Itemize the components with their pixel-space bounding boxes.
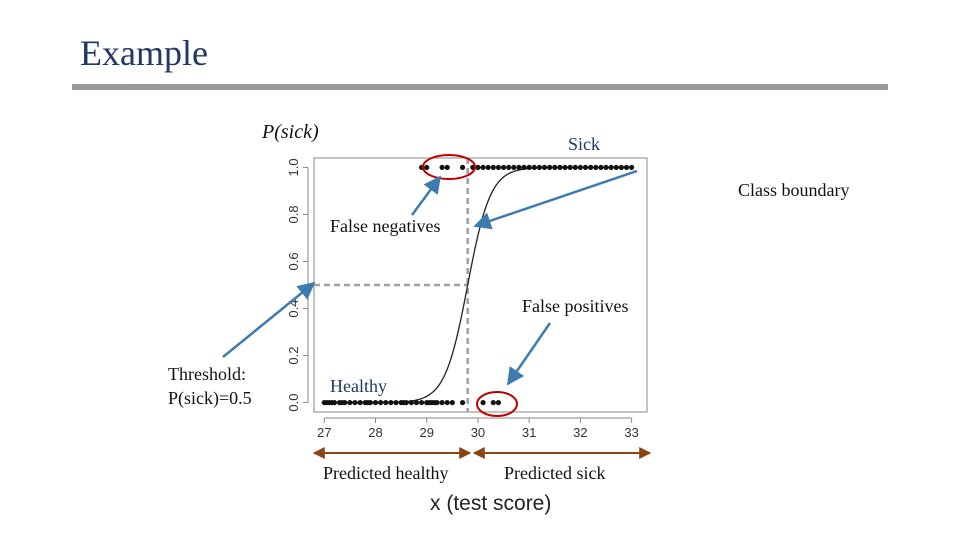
x-tick-label: 28 [368, 425, 382, 440]
title-rule [72, 84, 888, 90]
sick-point [480, 164, 486, 171]
sick-point [618, 164, 624, 171]
sick-point [577, 164, 584, 171]
false-negatives-arrow [410, 175, 442, 216]
healthy-point [490, 399, 496, 406]
healthy-point [413, 399, 420, 406]
x-tick-label: 27 [317, 425, 331, 440]
predicted-healthy-label: Predicted healthy [323, 463, 448, 483]
y-tick-label: 0.4 [286, 299, 301, 317]
healthy-point [418, 399, 425, 406]
sick-point [424, 164, 430, 171]
sick-point [536, 164, 543, 171]
healthy-point [439, 399, 445, 406]
sick-point [567, 164, 573, 171]
x-tick-label: 30 [471, 425, 485, 440]
healthy-point [449, 399, 455, 406]
x-tick-label: 33 [624, 425, 638, 440]
plot-frame [313, 157, 648, 413]
slide-title: Example [80, 33, 208, 73]
x-axis: 27 28 29 30 31 32 33 [317, 417, 639, 440]
false-negatives-label: False negatives [330, 216, 440, 236]
y-axis-title: P(sick) [261, 121, 319, 143]
healthy-point [434, 399, 440, 406]
class-boundary-arrow [473, 169, 638, 230]
healthy-point [383, 399, 389, 406]
sick-point [459, 164, 466, 171]
healthy-label: Healthy [330, 376, 387, 396]
sick-point [506, 164, 512, 171]
healthy-point [372, 399, 379, 406]
predicted-sick-label: Predicted sick [504, 463, 605, 483]
sick-point [598, 164, 604, 171]
false-positives-label: False positives [522, 296, 629, 316]
sick-point [547, 164, 553, 171]
sick-point [541, 164, 548, 171]
sick-point [495, 164, 502, 171]
threshold-arrow [222, 281, 316, 358]
sick-point [531, 164, 537, 171]
logistic-curve [324, 166, 632, 404]
y-tick-label: 0.2 [286, 347, 301, 365]
sick-point [588, 164, 594, 171]
sick-point [593, 164, 599, 171]
healthy-point [388, 399, 394, 406]
false-positives-circle [476, 391, 518, 417]
sick-point [490, 164, 496, 171]
sick-point [613, 164, 619, 171]
x-tick-label: 32 [573, 425, 587, 440]
sick-point [552, 164, 558, 171]
threshold-label-line2: P(sick)=0.5 [168, 388, 252, 409]
sick-point [603, 164, 609, 171]
healthy-point [357, 399, 363, 406]
sick-point [557, 164, 563, 171]
healthy-point [378, 399, 384, 406]
sick-point [623, 164, 630, 171]
healthy-point [347, 399, 353, 406]
healthy-point [444, 399, 450, 406]
x-axis-title: x (test score) [430, 492, 551, 515]
x-tick-label: 31 [522, 425, 536, 440]
y-tick-label: 1.0 [286, 158, 301, 176]
threshold-label-line1: Threshold: [168, 364, 246, 384]
class-boundary-label: Class boundary [738, 180, 850, 200]
sick-point [521, 164, 527, 171]
sick-point [500, 164, 507, 171]
healthy-point [459, 399, 466, 406]
x-tick-label: 29 [419, 425, 433, 440]
data-points [321, 164, 635, 406]
sick-point [582, 164, 589, 171]
healthy-point [331, 399, 338, 406]
y-tick-label: 0.6 [286, 252, 301, 270]
sick-point [629, 164, 635, 171]
healthy-point [342, 399, 348, 406]
healthy-point [367, 399, 373, 406]
sick-point [516, 164, 522, 171]
sick-label: Sick [568, 134, 600, 154]
healthy-point [495, 399, 502, 406]
healthy-point [480, 399, 486, 406]
sick-point [562, 164, 568, 171]
sick-point [511, 164, 517, 171]
sick-point [475, 164, 481, 171]
healthy-point [352, 399, 358, 406]
y-tick-label: 0.0 [286, 394, 301, 412]
sick-point [608, 164, 614, 171]
sick-point [572, 164, 578, 171]
healthy-point [403, 399, 409, 406]
y-tick-label: 0.8 [286, 205, 301, 223]
false-negatives-circle [422, 154, 476, 180]
threshold-guides [314, 158, 469, 412]
healthy-point [393, 399, 399, 406]
healthy-point [408, 399, 414, 406]
y-axis: 0.0 0.2 0.4 0.6 0.8 1.0 [286, 158, 309, 412]
sick-point [444, 164, 450, 171]
sick-point [526, 164, 532, 171]
sick-point [439, 164, 445, 171]
false-positives-arrow [506, 322, 552, 386]
sick-point [485, 164, 491, 171]
